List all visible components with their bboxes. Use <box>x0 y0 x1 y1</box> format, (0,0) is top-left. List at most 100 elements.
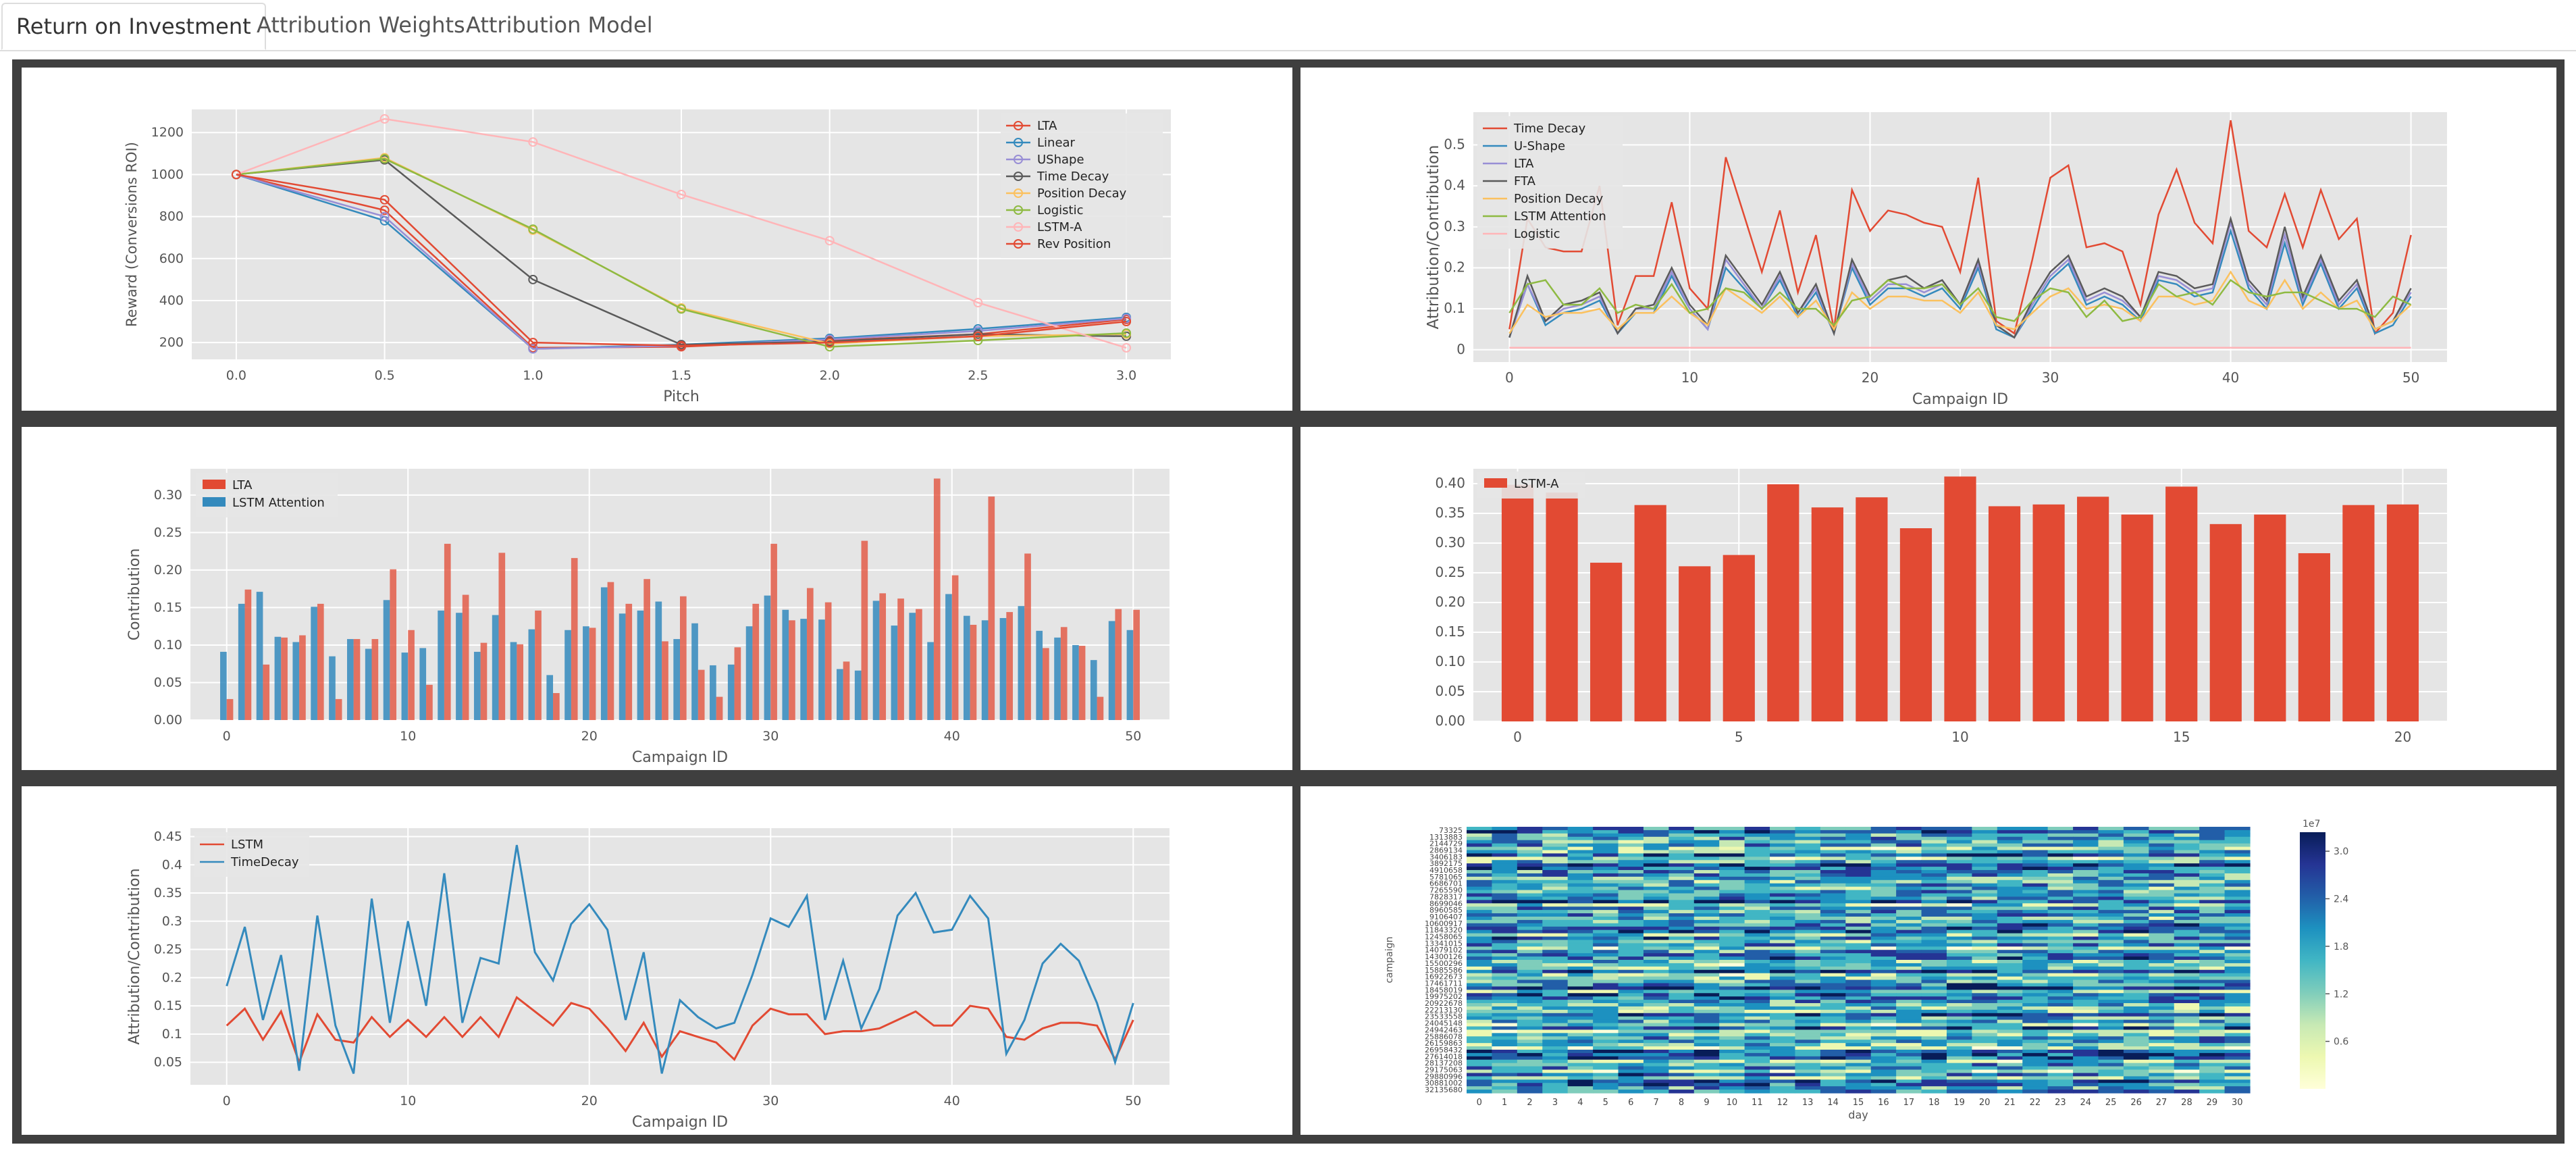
heatmap-cell <box>1542 893 1569 898</box>
heatmap-cell <box>2073 857 2099 861</box>
heatmap-cell <box>1719 910 1745 914</box>
lstm-timedecay-line-chart-panel: 0.05 0.1 0.15 0.2 0.25 0.3 0.35 0.4 0.45 0 10 20 30 4… <box>22 786 1292 1135</box>
y-tick-label: 26159863 <box>1425 1039 1463 1048</box>
heatmap-cell <box>2047 1016 2074 1021</box>
heatmap-cell <box>1719 1006 1745 1011</box>
heatmap-cell <box>1795 886 1821 891</box>
heatmap-cell <box>1896 1046 1922 1050</box>
heatmap-cell <box>2073 1023 2099 1027</box>
heatmap-cell <box>1896 879 1922 884</box>
heatmap-cell <box>1517 907 1543 911</box>
tab-attribution-weights[interactable]: Attribution Weights <box>257 12 465 38</box>
heatmap-cell <box>1770 1026 1796 1031</box>
heatmap-cell <box>1770 933 1796 938</box>
heatmap-cell <box>1744 910 1770 914</box>
heatmap-cell <box>1921 1059 1947 1064</box>
tab-return-on-investment[interactable]: Return on Investment <box>1 3 266 50</box>
heatmap-cell <box>1921 827 1947 831</box>
heatmap-cell <box>1946 926 1972 931</box>
heatmap-cell <box>1972 843 1998 848</box>
heatmap-cell <box>1618 1063 1644 1067</box>
heatmap-cell <box>1693 1046 1720 1050</box>
heatmap-cell <box>1693 919 1720 924</box>
heatmap-cell <box>1467 953 1493 957</box>
x-tick-label: 0.0 <box>226 368 246 383</box>
heatmap-cell <box>2174 919 2200 924</box>
heatmap-cell <box>2123 1049 2149 1054</box>
heatmap-cell <box>2047 1066 2074 1071</box>
y-tick-label: 600 <box>159 251 184 266</box>
heatmap-cell <box>1567 890 1594 894</box>
bar-lta <box>353 639 361 720</box>
heatmap-cell <box>1517 983 1543 987</box>
heatmap-cell <box>1795 919 1821 924</box>
legend-entry: Logistic <box>1514 227 1560 241</box>
heatmap-cell <box>1542 933 1569 938</box>
heatmap-cell <box>1467 873 1493 877</box>
heatmap-cell <box>1972 963 1998 967</box>
heatmap-cell <box>1618 929 1644 934</box>
heatmap-cell <box>2073 846 2099 851</box>
heatmap-cell <box>1467 1079 1493 1083</box>
heatmap-cell <box>1744 990 1770 994</box>
heatmap-cell <box>2047 966 2074 971</box>
heatmap-cell <box>2098 1049 2124 1054</box>
heatmap-cell <box>1744 1043 1770 1047</box>
heatmap-cell <box>1972 886 1998 891</box>
heatmap-cell <box>1542 876 1569 881</box>
heatmap-cell <box>2174 910 2200 914</box>
heatmap-cell <box>2022 936 2049 941</box>
heatmap-cell <box>1618 1016 1644 1021</box>
heatmap-cell <box>2047 1090 2074 1094</box>
heatmap-cell <box>1946 1049 1972 1054</box>
heatmap-cell <box>2022 1063 2049 1067</box>
heatmap-cell <box>2174 896 2200 900</box>
heatmap-cell <box>2199 1040 2226 1044</box>
heatmap-cell <box>1593 1083 1619 1087</box>
heatmap-cell <box>1618 1026 1644 1031</box>
heatmap-cell <box>1820 923 1846 927</box>
heatmap-cell <box>2174 953 2200 957</box>
heatmap-cell <box>1845 1016 1872 1021</box>
heatmap-cell <box>1997 1043 2023 1047</box>
tab-attribution-model[interactable]: Attribution Model <box>466 12 653 38</box>
heatmap-cell <box>1946 883 1972 888</box>
heatmap-cell <box>1467 963 1493 967</box>
x-tick-label: 10 <box>1727 1098 1738 1108</box>
heatmap-cell <box>2022 966 2049 971</box>
heatmap-cell <box>1997 946 2023 950</box>
heatmap-cell <box>1770 1046 1796 1050</box>
heatmap-cell <box>2098 843 2124 848</box>
heatmap-cell <box>1972 850 1998 854</box>
data-point <box>379 195 390 205</box>
heatmap-cell <box>1517 910 1543 914</box>
heatmap-cell <box>2123 953 2149 957</box>
bar-lstm-attention <box>1090 660 1097 720</box>
heatmap-cell <box>1618 827 1644 831</box>
heatmap-cell <box>1972 1016 1998 1021</box>
heatmap-cell <box>2199 969 2226 974</box>
heatmap-cell <box>2047 873 2074 877</box>
heatmap-cell <box>2047 863 2074 867</box>
data-point <box>379 205 390 215</box>
heatmap-cell <box>1997 1086 2023 1090</box>
heatmap-cell <box>2022 833 2049 838</box>
heatmap-cell <box>1517 929 1543 934</box>
heatmap-cell <box>1643 1013 1669 1017</box>
heatmap-cell <box>2022 1036 2049 1040</box>
y-tick-label: 15885586 <box>1425 966 1463 975</box>
heatmap-cell <box>1744 907 1770 911</box>
heatmap-cell <box>1795 1086 1821 1090</box>
heatmap-cell <box>1668 1086 1695 1090</box>
heatmap-cell <box>1845 1006 1872 1011</box>
bar-lta <box>371 639 379 720</box>
bar-lta <box>951 575 959 720</box>
heatmap-cell <box>1997 857 2023 861</box>
heatmap-cell <box>2098 1023 2124 1027</box>
legend-entry: LSTM-A <box>1514 477 1559 491</box>
heatmap-cell <box>1517 873 1543 877</box>
heatmap-cell <box>1542 1026 1569 1031</box>
heatmap-cell <box>2123 1090 2149 1094</box>
y-tick-label: 8699046 <box>1429 899 1463 908</box>
heatmap-cell <box>2224 853 2251 857</box>
